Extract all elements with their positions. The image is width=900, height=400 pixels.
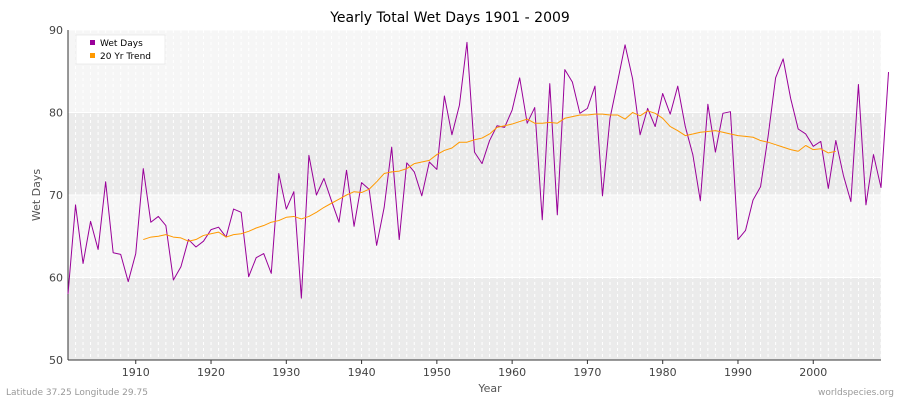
y-tick-label: 80 xyxy=(49,107,63,120)
legend: Wet Days 20 Yr Trend xyxy=(75,34,166,65)
x-tick-label: 1930 xyxy=(272,366,300,379)
footer-coordinates: Latitude 37.25 Longitude 29.75 xyxy=(6,388,148,398)
tick-labels: 50 60 70 80 90 1910 1920 1930 1940 1950 1960 1970 19… xyxy=(49,24,827,379)
y-tick-label: 60 xyxy=(49,272,63,285)
x-tick-label: 1910 xyxy=(122,366,150,379)
x-tick-label: 1920 xyxy=(197,366,225,379)
chart-title: Yearly Total Wet Days 1901 - 2009 xyxy=(329,10,570,26)
legend-swatch-trend xyxy=(90,53,95,58)
grid-lines xyxy=(67,29,882,361)
axes xyxy=(67,30,881,361)
series-line-trend xyxy=(143,110,836,242)
x-tick-label: 1960 xyxy=(498,366,526,379)
legend-label-trend: 20 Yr Trend xyxy=(100,52,151,62)
x-tick-label: 1950 xyxy=(423,366,451,379)
x-tick-label: 1990 xyxy=(724,366,752,379)
x-tick-label: 2000 xyxy=(799,366,827,379)
legend-box xyxy=(75,34,166,65)
legend-swatch-wet-days xyxy=(90,40,95,45)
y-tick-label: 90 xyxy=(49,24,63,37)
x-tick-label: 1940 xyxy=(348,366,376,379)
y-tick-label: 70 xyxy=(49,189,63,202)
y-tick-label: 50 xyxy=(49,354,63,367)
x-tick-label: 1970 xyxy=(573,366,601,379)
footer-source: worldspecies.org xyxy=(818,388,894,398)
series-line-wet-days xyxy=(67,41,890,299)
legend-label-wet-days: Wet Days xyxy=(100,39,143,49)
y-axis-label: Wet Days xyxy=(30,169,43,222)
x-tick-label: 1980 xyxy=(649,366,677,379)
x-axis-label: Year xyxy=(477,382,502,395)
series-lines xyxy=(67,41,890,299)
